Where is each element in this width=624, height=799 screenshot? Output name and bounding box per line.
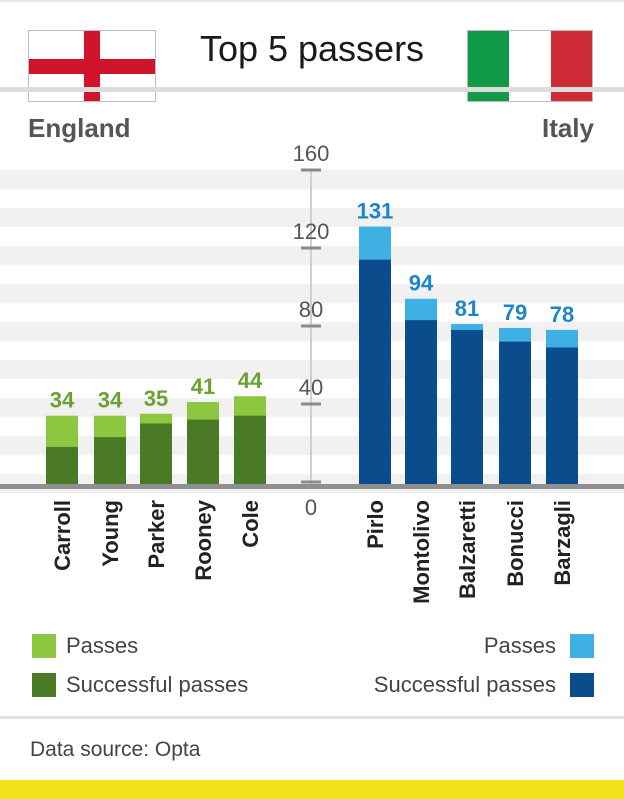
category-label-carroll: Carroll	[50, 500, 75, 571]
bar-successful-barzagli	[546, 347, 578, 484]
bar-successful-pirlo	[359, 259, 391, 484]
bar-successful-balzaretti	[451, 329, 483, 484]
chart-title: Top 5 passers	[199, 28, 425, 69]
team-label-italy: Italy	[541, 113, 594, 143]
data-label-cole: 44	[238, 368, 263, 393]
category-label-balzaretti: Balzaretti	[455, 500, 480, 599]
england-flag-cross-horizontal	[29, 59, 155, 74]
y-tick-label: 120	[293, 219, 330, 244]
legend-label-italy-successful: Successful passes	[373, 672, 556, 697]
category-label-montolivo: Montolivo	[409, 500, 434, 604]
data-source: Data source: Opta	[30, 738, 201, 761]
data-label-balzaretti: 81	[455, 296, 479, 321]
data-label-bonucci: 79	[503, 300, 527, 325]
category-label-cole: Cole	[238, 500, 263, 548]
legend-label-england-passes: Passes	[66, 633, 139, 658]
legend-label-italy-passes: Passes	[483, 633, 556, 658]
category-label-pirlo: Pirlo	[363, 500, 388, 549]
team-label-england: England	[28, 113, 131, 143]
legend-swatch-italy-successful	[570, 673, 594, 697]
data-label-barzagli: 78	[550, 302, 574, 327]
bar-successful-young	[94, 437, 126, 484]
legend-swatch-england-passes	[32, 634, 56, 658]
bar-successful-carroll	[46, 446, 78, 484]
header-divider	[0, 87, 624, 92]
category-label-young: Young	[98, 500, 123, 567]
data-label-montolivo: 94	[409, 271, 434, 296]
data-label-young: 34	[98, 388, 123, 413]
data-label-carroll: 34	[50, 388, 75, 413]
footer-divider	[0, 716, 624, 719]
bar-successful-parker	[140, 423, 172, 484]
y-tick-label: 40	[299, 375, 323, 400]
x-axis-baseline	[0, 484, 624, 489]
bar-successful-rooney	[187, 419, 219, 484]
category-label-parker: Parker	[144, 500, 169, 569]
top-border	[0, 0, 624, 2]
bottom-accent-bar	[0, 780, 624, 799]
legend-label-england-successful: Successful passes	[66, 672, 249, 697]
category-label-rooney: Rooney	[191, 499, 216, 580]
category-label-bonucci: Bonucci	[503, 500, 528, 587]
legend-swatch-italy-passes	[570, 634, 594, 658]
data-label-pirlo: 131	[357, 199, 394, 224]
y-tick-label: 80	[299, 297, 323, 322]
data-label-parker: 35	[144, 386, 168, 411]
bar-successful-bonucci	[499, 341, 531, 484]
data-label-rooney: 41	[191, 374, 215, 399]
category-label-barzagli: Barzagli	[550, 500, 575, 586]
legend-swatch-england-successful	[32, 673, 56, 697]
bar-successful-cole	[234, 415, 266, 484]
bar-successful-montolivo	[405, 320, 437, 484]
y-tick-label: 0	[305, 495, 317, 520]
y-tick-label: 160	[293, 141, 330, 166]
